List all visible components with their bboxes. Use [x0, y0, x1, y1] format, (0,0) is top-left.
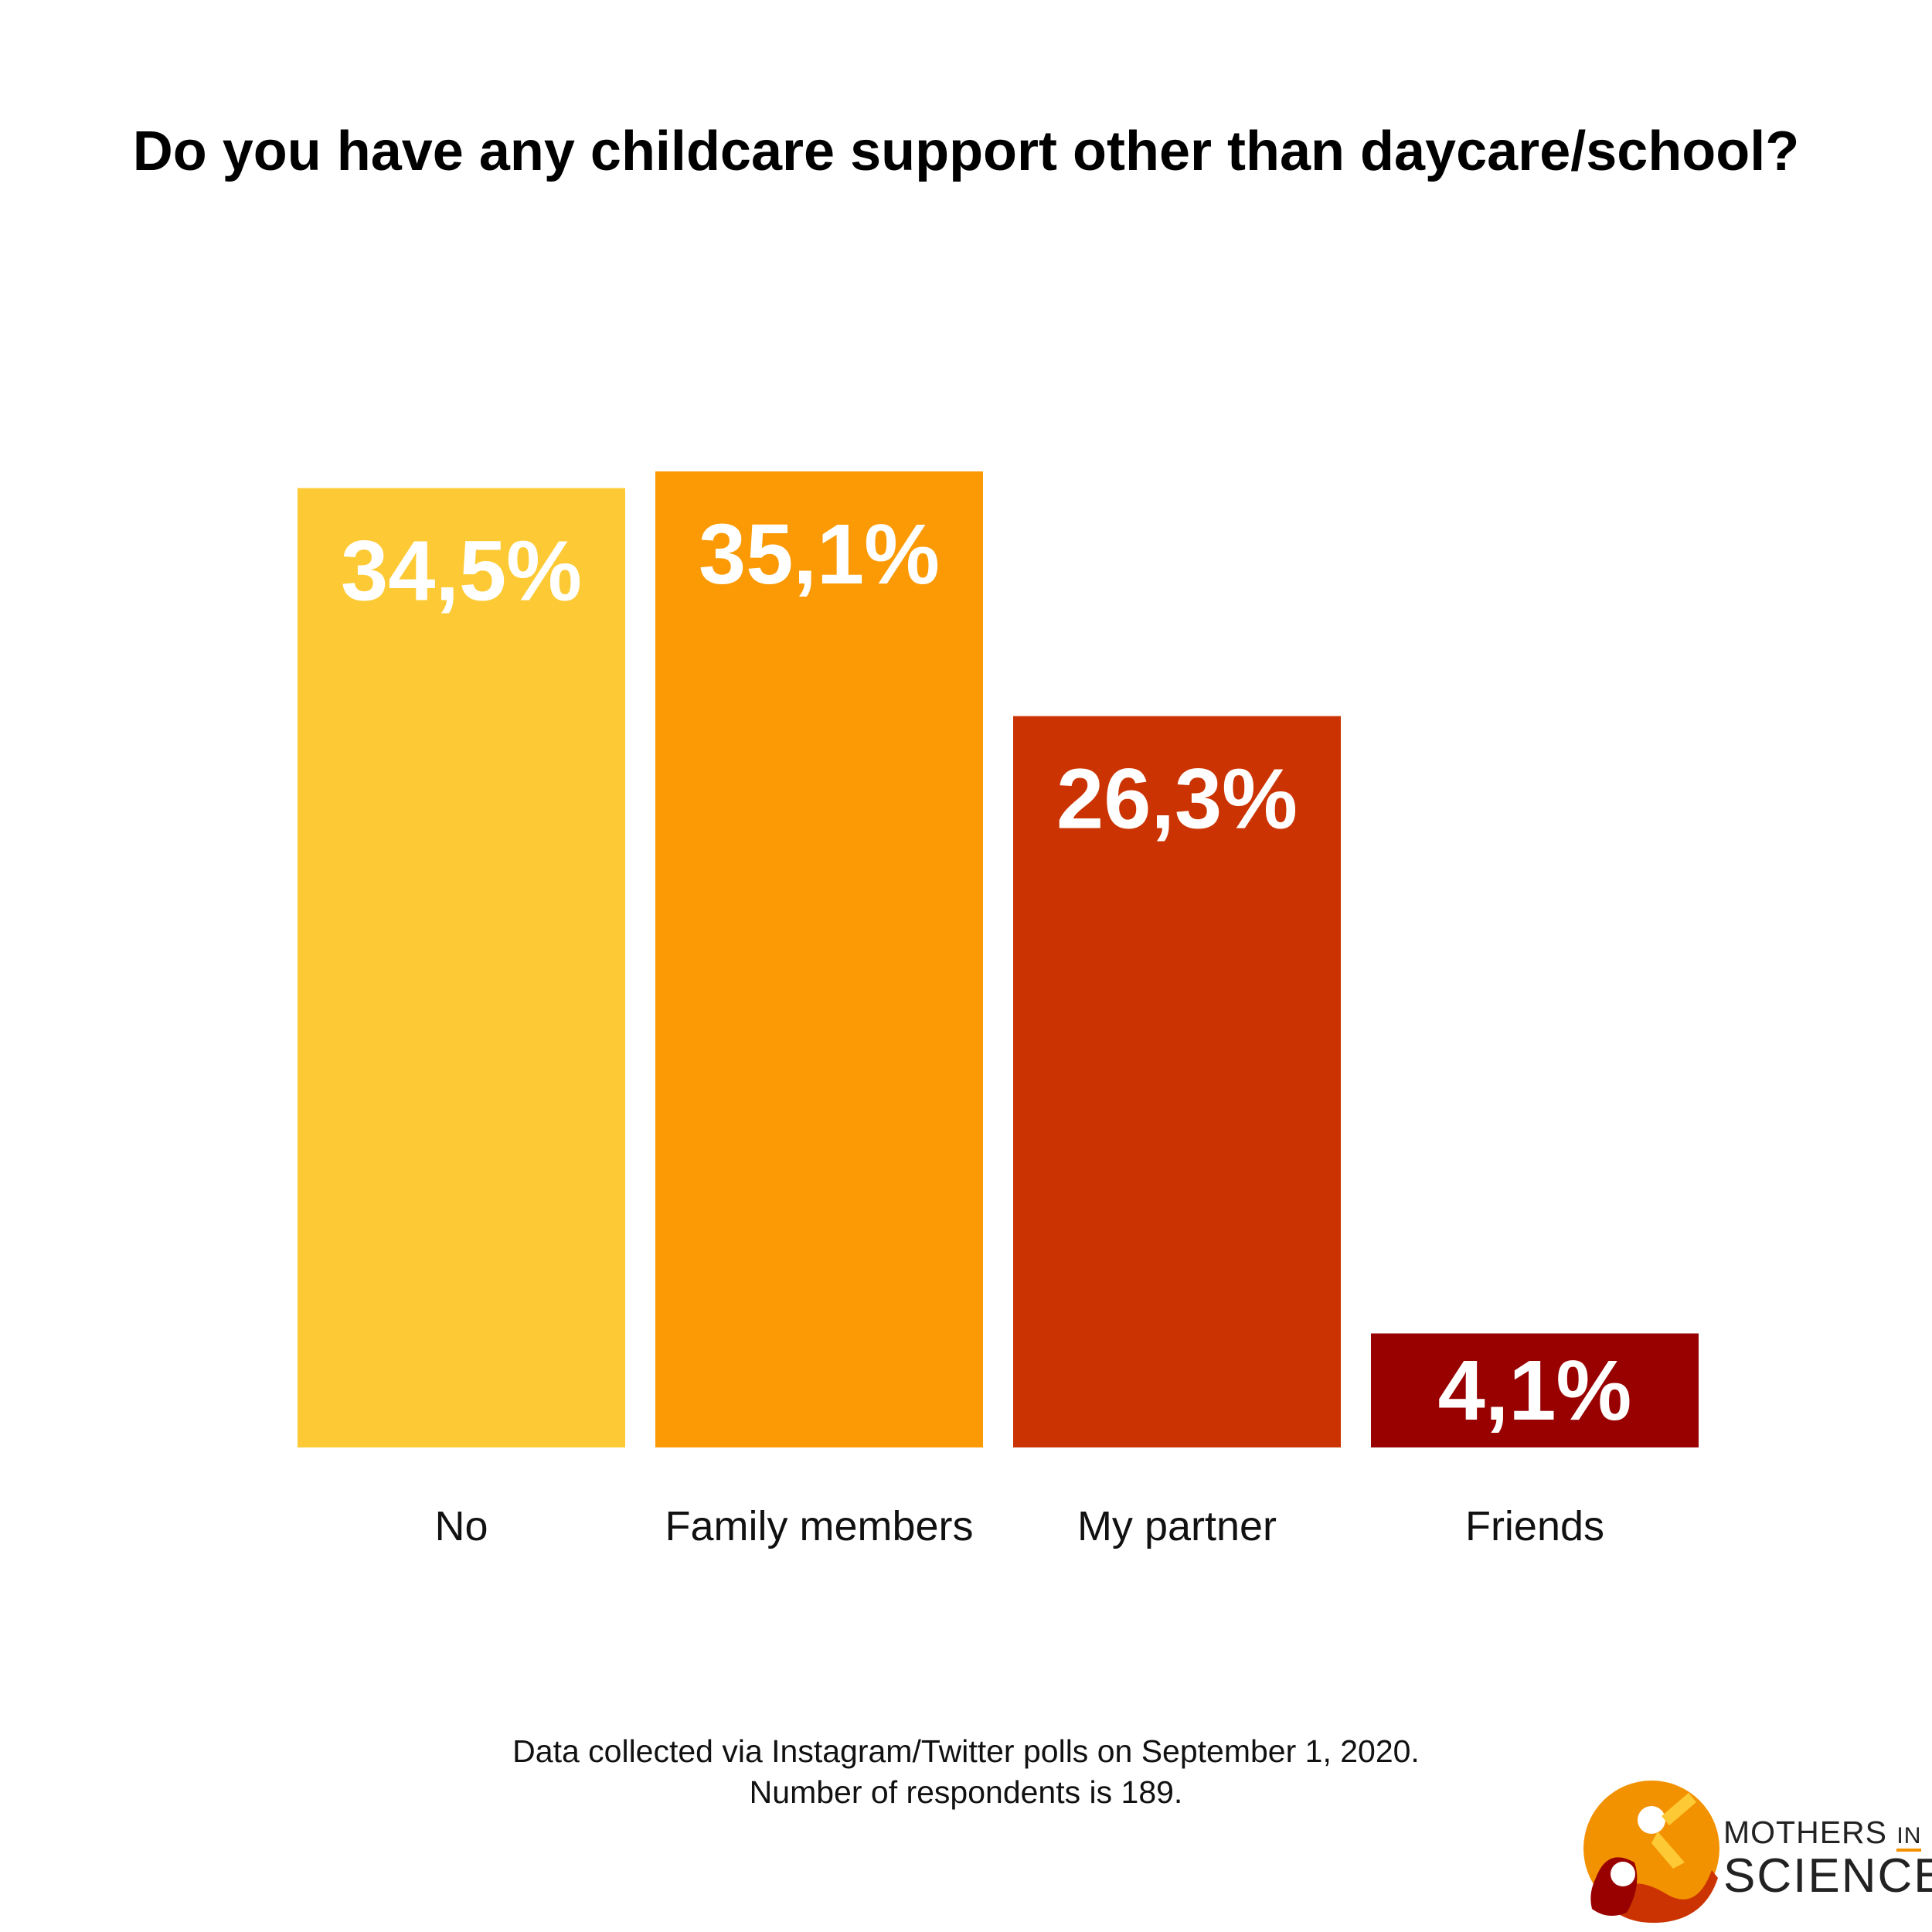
value-label-my-partner: 26,3% — [1056, 752, 1298, 847]
value-label-no: 34,5% — [341, 524, 582, 619]
category-label-family-members: Family members — [665, 1503, 973, 1549]
bar-friends — [1371, 1333, 1699, 1447]
bars-group — [298, 471, 1699, 1447]
mothers-in-science-logo: MOTHERS IN SCIENCE — [1580, 1777, 1932, 1924]
value-label-friends: 4,1% — [1438, 1343, 1632, 1438]
logo-text-top: MOTHERS IN — [1723, 1815, 1922, 1852]
footnote-line-2: Number of respondents is 189. — [749, 1774, 1183, 1810]
footnote: Data collected via Instagram/Twitter pol… — [0, 1731, 1932, 1813]
chart-title: Do you have any childcare support other … — [132, 121, 1800, 182]
value-label-family-members: 35,1% — [699, 507, 940, 602]
bar-family-members — [655, 471, 983, 1447]
bar-chart: 34,5% 35,1% 26,3% 4,1% No Family members My p… — [298, 471, 1699, 1549]
logo-text-bottom: SCIENCE — [1723, 1849, 1932, 1903]
bar-my-partner — [1013, 716, 1341, 1447]
category-label-my-partner: My partner — [1077, 1503, 1277, 1549]
value-labels-group: 34,5% 35,1% 26,3% 4,1% — [341, 507, 1631, 1438]
category-label-no: No — [434, 1503, 488, 1549]
category-label-friends: Friends — [1465, 1503, 1604, 1549]
footnote-line-1: Data collected via Instagram/Twitter pol… — [512, 1733, 1420, 1769]
logo-mark-icon — [1583, 1781, 1719, 1923]
bar-no — [298, 488, 625, 1447]
category-labels-group: No Family members My partner Friends — [434, 1503, 1604, 1549]
